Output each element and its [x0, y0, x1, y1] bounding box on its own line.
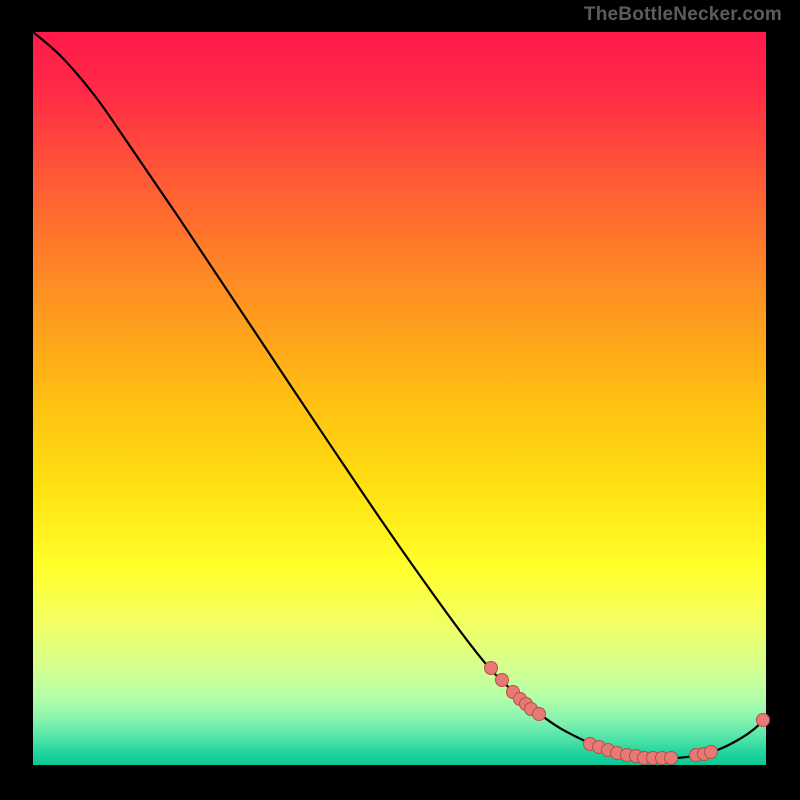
data-point	[495, 673, 509, 687]
data-point	[484, 661, 498, 675]
chart-frame: TheBottleNecker.com	[0, 0, 800, 800]
watermark-text: TheBottleNecker.com	[584, 4, 782, 26]
data-point	[532, 707, 546, 721]
plot-area	[33, 32, 766, 765]
data-point	[664, 751, 678, 765]
data-point	[704, 745, 718, 759]
markers-layer	[33, 32, 766, 765]
data-point	[756, 713, 770, 727]
plot-canvas	[33, 32, 766, 765]
